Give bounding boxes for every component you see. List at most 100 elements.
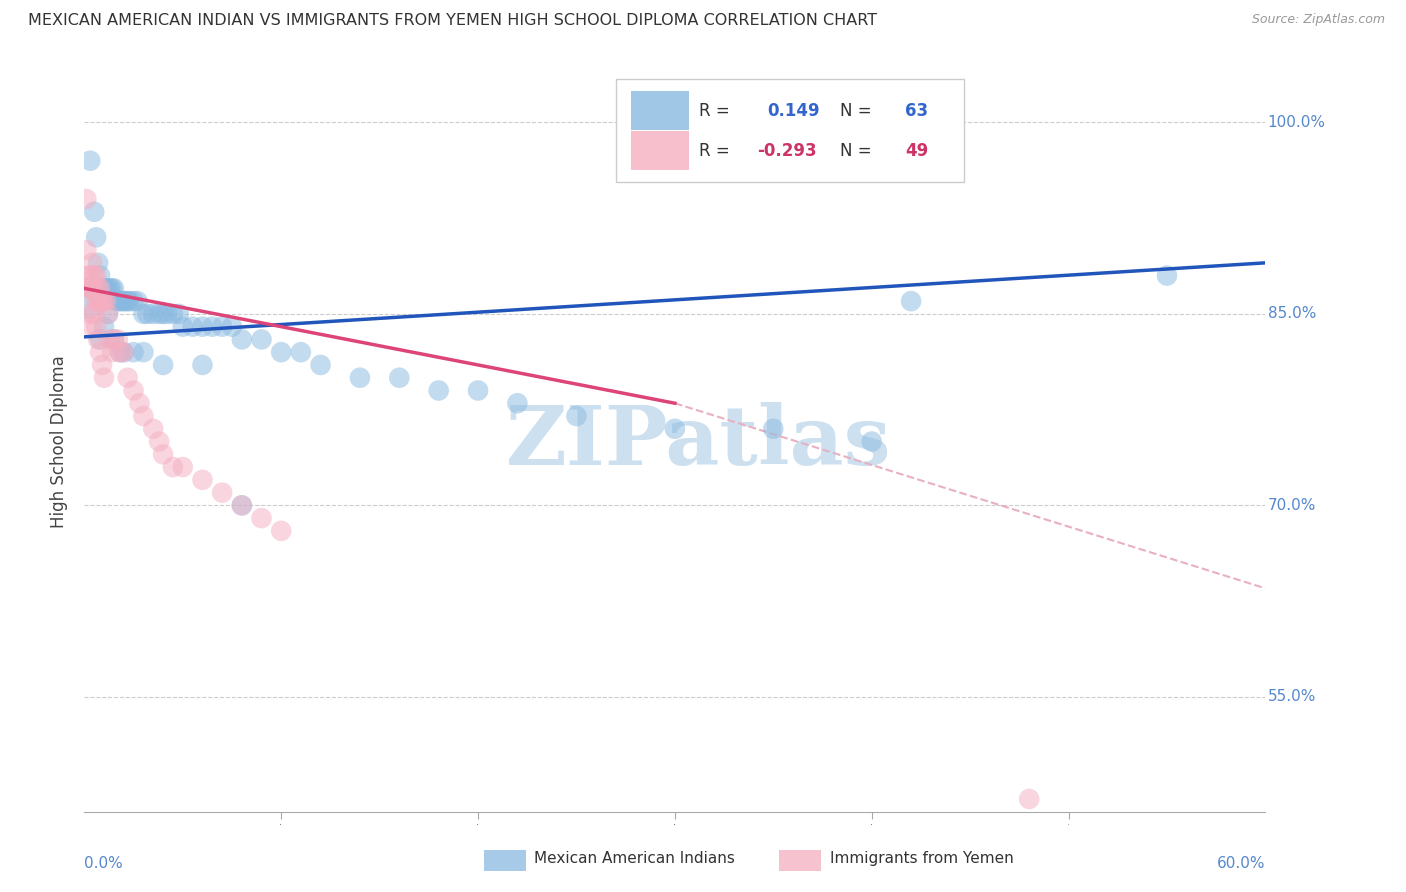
Point — [84, 268, 107, 283]
Point — [506, 396, 529, 410]
Point — [117, 370, 139, 384]
Text: 55.0%: 55.0% — [1268, 690, 1316, 705]
Point — [83, 204, 105, 219]
Point — [181, 319, 204, 334]
Point — [201, 319, 224, 334]
Point — [79, 307, 101, 321]
Point — [221, 319, 243, 334]
Point — [112, 345, 135, 359]
Point — [101, 345, 124, 359]
Point — [211, 319, 233, 334]
Point — [290, 345, 312, 359]
Point — [93, 319, 115, 334]
Point — [84, 294, 107, 309]
Point — [270, 345, 292, 359]
Point — [128, 396, 150, 410]
Point — [152, 307, 174, 321]
Text: N =: N = — [841, 142, 877, 160]
Text: 60.0%: 60.0% — [1218, 856, 1265, 871]
Point — [93, 281, 115, 295]
Point — [103, 281, 125, 295]
Point — [349, 370, 371, 384]
Point — [98, 333, 121, 347]
Point — [83, 281, 105, 295]
Point — [83, 307, 105, 321]
Point — [860, 434, 883, 449]
FancyBboxPatch shape — [631, 131, 689, 169]
Point — [172, 319, 194, 334]
Point — [107, 294, 129, 309]
Point — [101, 281, 124, 295]
Point — [111, 294, 134, 309]
Point — [87, 333, 110, 347]
Point — [162, 307, 184, 321]
Text: 70.0%: 70.0% — [1268, 498, 1316, 513]
Point — [762, 422, 785, 436]
Y-axis label: High School Diploma: High School Diploma — [51, 355, 69, 528]
Text: Immigrants from Yemen: Immigrants from Yemen — [830, 851, 1014, 865]
Point — [112, 345, 135, 359]
Text: -0.293: -0.293 — [758, 142, 817, 160]
Point — [93, 370, 115, 384]
Point — [82, 319, 104, 334]
Point — [108, 294, 131, 309]
Point — [94, 294, 117, 309]
Point — [900, 294, 922, 309]
Point — [108, 345, 131, 359]
Text: Mexican American Indians: Mexican American Indians — [534, 851, 735, 865]
Point — [127, 294, 149, 309]
Point — [565, 409, 588, 423]
Point — [664, 422, 686, 436]
Text: ZIPatlas: ZIPatlas — [506, 401, 891, 482]
Point — [84, 319, 107, 334]
Point — [98, 281, 121, 295]
FancyBboxPatch shape — [616, 78, 965, 183]
Point — [142, 422, 165, 436]
Point — [122, 345, 145, 359]
Point — [89, 281, 111, 295]
Point — [103, 333, 125, 347]
Point — [91, 294, 114, 309]
Point — [97, 281, 120, 295]
Point — [132, 307, 155, 321]
Text: 0.149: 0.149 — [768, 102, 820, 120]
Point — [114, 294, 136, 309]
Point — [152, 358, 174, 372]
Point — [104, 294, 127, 309]
Point — [103, 333, 125, 347]
Point — [156, 307, 179, 321]
Point — [191, 319, 214, 334]
Text: 63: 63 — [905, 102, 928, 120]
Point — [427, 384, 450, 398]
Point — [97, 307, 120, 321]
Text: 100.0%: 100.0% — [1268, 115, 1326, 130]
Point — [250, 511, 273, 525]
Point — [270, 524, 292, 538]
Point — [75, 292, 97, 306]
Point — [388, 370, 411, 384]
Point — [152, 447, 174, 461]
Point — [117, 294, 139, 309]
Point — [108, 345, 131, 359]
Text: N =: N = — [841, 102, 877, 120]
Point — [231, 333, 253, 347]
Point — [89, 294, 111, 309]
Point — [142, 307, 165, 321]
Point — [82, 256, 104, 270]
Point — [75, 243, 97, 257]
Point — [118, 294, 141, 309]
Point — [148, 307, 170, 321]
Point — [1018, 792, 1040, 806]
Point — [132, 345, 155, 359]
Point — [122, 294, 145, 309]
Text: MEXICAN AMERICAN INDIAN VS IMMIGRANTS FROM YEMEN HIGH SCHOOL DIPLOMA CORRELATION: MEXICAN AMERICAN INDIAN VS IMMIGRANTS FR… — [28, 13, 877, 29]
Point — [89, 345, 111, 359]
Point — [162, 460, 184, 475]
Point — [82, 281, 104, 295]
Point — [83, 268, 105, 283]
Point — [87, 256, 110, 270]
Point — [136, 307, 159, 321]
Point — [122, 384, 145, 398]
Point — [91, 281, 114, 295]
Point — [91, 358, 114, 372]
